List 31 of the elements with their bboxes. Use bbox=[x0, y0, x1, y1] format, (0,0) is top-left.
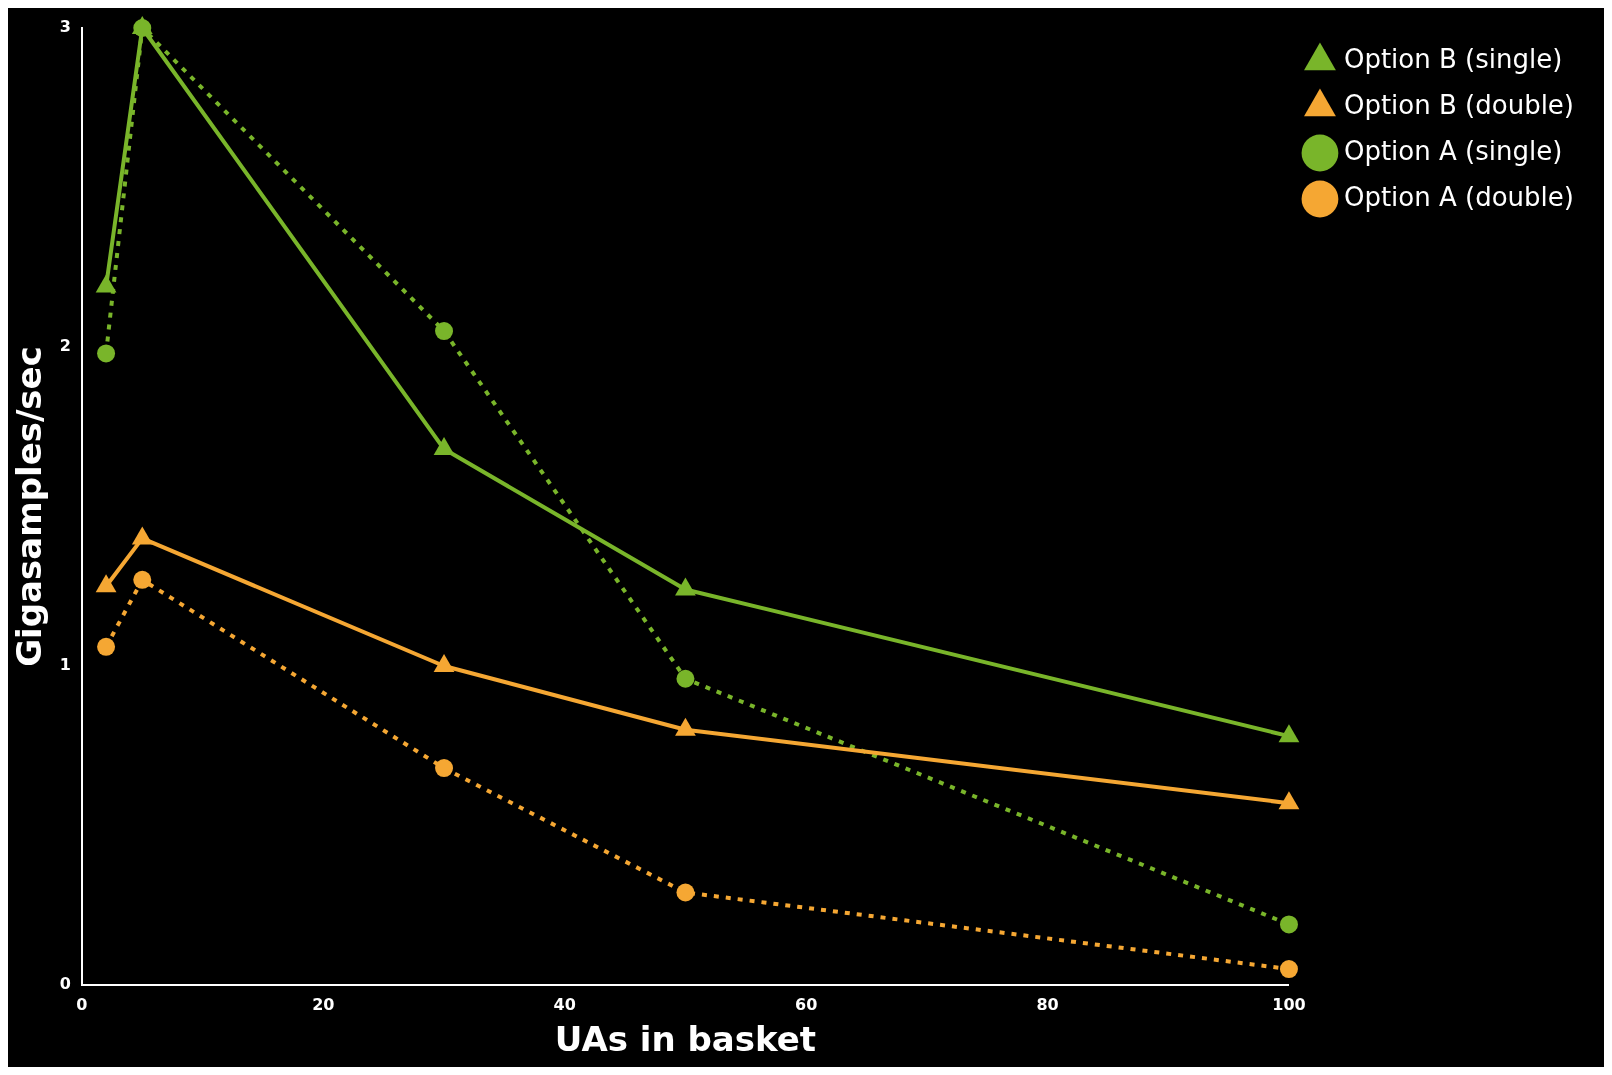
point bbox=[433, 654, 455, 672]
x-tick-label: 80 bbox=[1036, 994, 1059, 1014]
y-tick-label: 0 bbox=[59, 974, 71, 994]
x-tick-label: 60 bbox=[795, 994, 818, 1014]
x-tick-label: 20 bbox=[312, 994, 335, 1014]
legend-label: Option A (single) bbox=[1343, 135, 1563, 166]
point bbox=[131, 526, 153, 545]
point bbox=[1278, 724, 1300, 743]
point bbox=[133, 570, 152, 589]
legend-label: Option B (double) bbox=[1343, 89, 1575, 120]
point bbox=[676, 669, 695, 688]
legend-label: Option A (double) bbox=[1343, 181, 1574, 212]
point bbox=[433, 437, 455, 456]
legend-label: Option B (single) bbox=[1343, 43, 1563, 74]
point bbox=[1278, 791, 1300, 810]
point bbox=[1279, 915, 1298, 934]
point bbox=[676, 883, 695, 902]
y-axis-title: Gigasamples/sec bbox=[9, 346, 50, 667]
point bbox=[95, 574, 117, 593]
point bbox=[675, 577, 696, 596]
x-axis-title: UAs in basket bbox=[554, 1019, 817, 1060]
point bbox=[97, 637, 116, 656]
x-tick-label: 40 bbox=[553, 994, 576, 1014]
point bbox=[435, 759, 454, 778]
y-tick-label: 2 bbox=[59, 336, 71, 356]
x-tick-label: 0 bbox=[76, 994, 88, 1014]
y-tick-label: 1 bbox=[59, 655, 71, 675]
point bbox=[95, 274, 117, 293]
point bbox=[1279, 960, 1298, 979]
x-tick-label: 100 bbox=[1272, 994, 1306, 1014]
y-tick-label: 3 bbox=[59, 17, 71, 37]
